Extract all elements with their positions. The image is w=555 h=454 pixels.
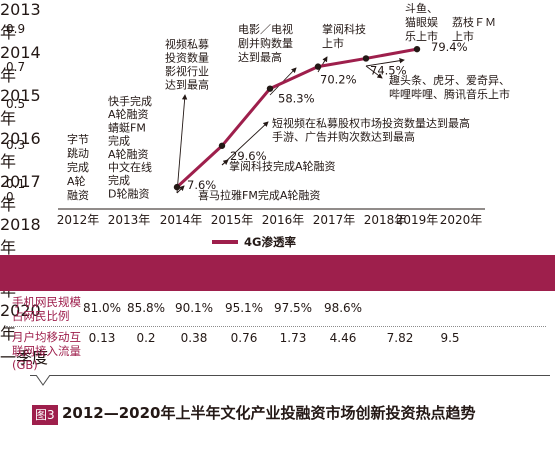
- data-point: [413, 45, 421, 53]
- y-tick-label: 0.3: [6, 138, 25, 152]
- legend-swatch: [212, 240, 238, 244]
- table-header-cell: 2016年: [0, 129, 41, 171]
- y-tick-label: 0.9: [6, 22, 25, 36]
- series-line: [175, 47, 418, 189]
- annotation-a2018: 斗鱼、猫眼娱乐上市: [405, 1, 438, 43]
- data-label: 29.6%: [230, 149, 267, 163]
- annotation-arrow: [221, 121, 269, 166]
- table-cell: 95.1%: [224, 301, 264, 315]
- line-chart: 00.10.30.50.70.9 2012年 2013年 2014年 2015年 201…: [6, 1, 510, 227]
- legend-label: 4G渗透率: [244, 235, 296, 249]
- data-point: [266, 85, 274, 92]
- annotation-arrow: [365, 58, 405, 67]
- x-tick-label: 2019年: [396, 213, 439, 227]
- y-axis: 00.1 0.3 0.5 0.7 0.9: [6, 22, 25, 204]
- table-header-cell: 2013年: [0, 0, 41, 42]
- y-tick-label: 0: [6, 190, 14, 204]
- table-cell: 9.5: [440, 331, 460, 345]
- data-label: 74.5%: [370, 63, 407, 77]
- table-cell: 98.6%: [323, 301, 363, 315]
- x-axis: 2012年 2013年 2014年 2015年 2016年 2017年 2018年2019年…: [57, 208, 485, 227]
- table-row-label: 手机网民规模占网民比例: [12, 295, 81, 323]
- annotation-a2017: 掌阅科技上市: [322, 22, 366, 50]
- table-cell: 81.0%: [82, 301, 122, 315]
- annotation-a2014b: 喜马拉雅FM完成A轮融资: [198, 188, 320, 202]
- annotation-a2019a: 荔枝ＦＭ上市: [452, 15, 496, 43]
- x-tick-label: 2018年: [364, 213, 407, 227]
- table-cell: 0.38: [180, 331, 208, 345]
- table-cell: 85.8%: [126, 301, 166, 315]
- data-label: 79.4%: [431, 40, 468, 54]
- annotation-a2015b: 掌阅科技完成A轮融资: [229, 159, 336, 173]
- data-label: 70.2%: [320, 73, 357, 87]
- table-cell: 97.5%: [273, 301, 313, 315]
- y-tick-label: 0.7: [6, 60, 25, 74]
- table-header-cell: 2020年 一季度: [0, 301, 49, 367]
- row-separator: [6, 326, 546, 327]
- data-point: [218, 142, 226, 149]
- data-point: [173, 183, 181, 191]
- data-label: 58.3%: [278, 92, 315, 106]
- data-point: [314, 63, 322, 70]
- x-tick-label: 2017年: [313, 213, 356, 227]
- legend: 4G渗透率: [212, 234, 296, 250]
- y-tick-label: 0.1: [6, 177, 25, 191]
- table-cell: 1.73: [279, 331, 307, 345]
- annotation-a2016: 电影／电视剧并购数量达到最高: [238, 22, 293, 64]
- y-tick-label: 0.5: [6, 97, 25, 111]
- table-row-label: 月户均移动互联网接入流量(GB): [12, 330, 81, 372]
- table-cell: 0.2: [136, 331, 156, 345]
- annotation-arrow: [176, 94, 188, 194]
- table-cell: 7.82: [386, 331, 414, 345]
- data-label: 7.6%: [187, 178, 216, 192]
- x-tick-label: 2015年: [211, 213, 254, 227]
- x-tick-label: 2014年: [160, 213, 203, 227]
- table-header-cell: 2015年: [0, 86, 41, 128]
- table-cell: 0.76: [230, 331, 258, 345]
- table-header-cell: 2014年: [0, 43, 41, 85]
- caption-notch: [36, 375, 50, 386]
- series-4g-penetration: 7.6% 29.6% 58.3% 70.2% 74.5% 79.4%: [173, 40, 468, 192]
- data-table: [0, 255, 555, 291]
- annotation-arrow: [221, 159, 229, 166]
- figure-badge: 图3: [32, 405, 58, 425]
- table-header: [0, 255, 555, 291]
- table-cell: 0.13: [88, 331, 116, 345]
- data-point: [362, 55, 370, 62]
- table-cell: 90.1%: [174, 301, 214, 315]
- annotation-a2015a: 短视频在私募股权市场投资数量达到最高手游、广告并购次数达到最高: [272, 116, 470, 144]
- table-header-cell: 2017年: [0, 172, 41, 214]
- x-tick-label: 2020年: [440, 213, 483, 227]
- figure-caption: 2012—2020年上半年文化产业投融资市场创新投资热点趋势: [62, 404, 476, 422]
- x-tick-label: 2016年: [262, 213, 305, 227]
- annotation-a2014: 视频私募投资数量影视行业达到最高: [165, 37, 209, 92]
- annotation-a2013: 快手完成 A轮融资蜻蜓FM 完成 A轮融资中文在线完成 D轮融资: [108, 94, 152, 200]
- annotation-arrow: [176, 185, 185, 194]
- annotation-a2012: 字节跳动完成 A轮融资: [67, 132, 89, 202]
- caption-divider: [30, 375, 550, 376]
- x-tick-label: 2012年: [57, 213, 100, 227]
- annotation-a2019b: 趣头条、虎牙、爱奇异、哔哩哔哩、腾讯音乐上市: [389, 73, 510, 101]
- x-tick-label: 2013年: [108, 213, 151, 227]
- table-cell: 4.46: [329, 331, 357, 345]
- annotation-arrow: [365, 65, 383, 79]
- table-header-cell: 2018年: [0, 215, 41, 257]
